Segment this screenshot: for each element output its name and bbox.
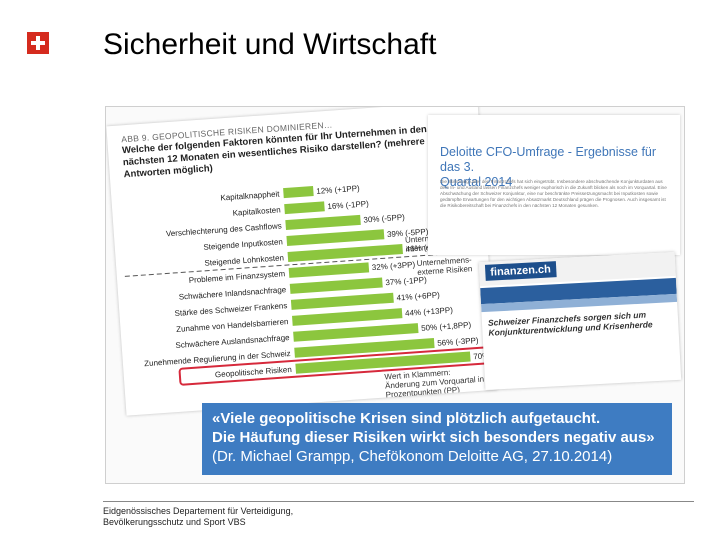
category-label: Zunahme von Handelsbarrieren <box>176 317 289 334</box>
risk-chart-panel: ABB 9. GEOPOLITISCHE RISIKEN DOMINIEREN…… <box>106 107 498 416</box>
category-label: Steigende Inputkosten <box>203 237 283 252</box>
category-label: Verschlechterung des Cashflows <box>166 221 282 238</box>
finanzen-logo: finanzen.ch <box>484 261 557 281</box>
bar-value-label: 56% (-3PP) <box>437 336 479 348</box>
deloitte-title-line-2: Quartal 2014 <box>440 175 513 189</box>
category-label: Stärke des Schweizer Frankens <box>174 301 287 318</box>
quote-attribution: (Dr. Michael Grampp, Chefökonom Deloitte… <box>212 448 613 465</box>
bar-value-label: 12% (+1PP) <box>316 184 360 196</box>
footer: Eidgenössisches Departement für Verteidi… <box>103 506 293 528</box>
chart-bar <box>290 292 394 310</box>
bar-value-label: 50% (+1,8PP) <box>421 320 472 332</box>
quote-line-1: «Viele geopolitische Krisen sind plötzli… <box>212 410 601 427</box>
external-risks-label-1: Unternehmens- <box>416 255 472 268</box>
category-label: Probleme im Finanzsystem <box>188 269 285 285</box>
bar-value-label: 30% (-5PP) <box>363 213 405 225</box>
footer-line-2: Bevölkerungsschutz und Sport VBS <box>103 517 246 527</box>
chart-bar <box>288 262 370 278</box>
footer-divider <box>103 501 694 502</box>
external-risks-label-2: externe Risiken <box>417 264 473 277</box>
swiss-cross-logo <box>27 32 49 54</box>
chart-bar <box>293 323 419 342</box>
chart-bar <box>285 214 361 231</box>
bar-value-label: 41% (+6PP) <box>396 290 440 302</box>
chart-bar <box>295 351 471 374</box>
category-label: Schwächere Inlandsnachfrage <box>178 285 287 302</box>
deloitte-title-line-1: Deloitte CFO-Umfrage - Ergebnisse für da… <box>440 145 657 174</box>
chart-bar <box>283 186 314 199</box>
bar-value-label: 16% (-1PP) <box>327 199 369 211</box>
footer-line-1: Eidgenössisches Departement für Verteidi… <box>103 506 294 516</box>
slide-title: Sicherheit und Wirtschaft <box>103 28 437 61</box>
chart-bar <box>289 277 383 294</box>
category-label: Kapitalkosten <box>232 205 281 217</box>
chart-bar <box>286 229 385 247</box>
finanzen-article-panel: finanzen.ch Schweizer Finanzchefs sorgen… <box>478 251 682 391</box>
bar-value-label: 32% (+3PP) <box>372 260 416 272</box>
chart-bar <box>292 308 403 326</box>
deloitte-title: Deloitte CFO-Umfrage - Ergebnisse für da… <box>440 145 670 190</box>
deloitte-body: Die Stimmung unter den Finanzchefs hat s… <box>440 179 667 208</box>
chart-bar <box>287 243 403 262</box>
category-label: Kapitalknappheit <box>220 189 280 202</box>
finanzen-headline: Schweizer Finanzchefs sorgen sich um Kon… <box>488 308 675 338</box>
risk-bar-chart: Kapitalknappheit 12% (+1PP) Kapitalkosten 1… <box>124 184 498 399</box>
quote-line-2: Die Häufung dieser Risiken wirkt sich be… <box>212 429 655 446</box>
bar-value-label: 39% (-5PP) <box>387 227 429 239</box>
risk-divider-line <box>124 251 481 277</box>
deloitte-article-panel: Deloitte CFO-Umfrage - Ergebnisse für da… <box>428 115 680 255</box>
chart-bar <box>294 337 435 358</box>
category-label: Schwächere Auslandsnachfrage <box>175 333 290 350</box>
bar-value-label: 44% (+13PP) <box>405 306 454 318</box>
quote-banner: «Viele geopolitische Krisen sind plötzli… <box>202 403 672 475</box>
chart-bar <box>284 201 325 215</box>
bar-value-label: 37% (-1PP) <box>385 275 427 287</box>
collage-figure: ABB 9. GEOPOLITISCHE RISIKEN DOMINIEREN…… <box>105 106 685 484</box>
